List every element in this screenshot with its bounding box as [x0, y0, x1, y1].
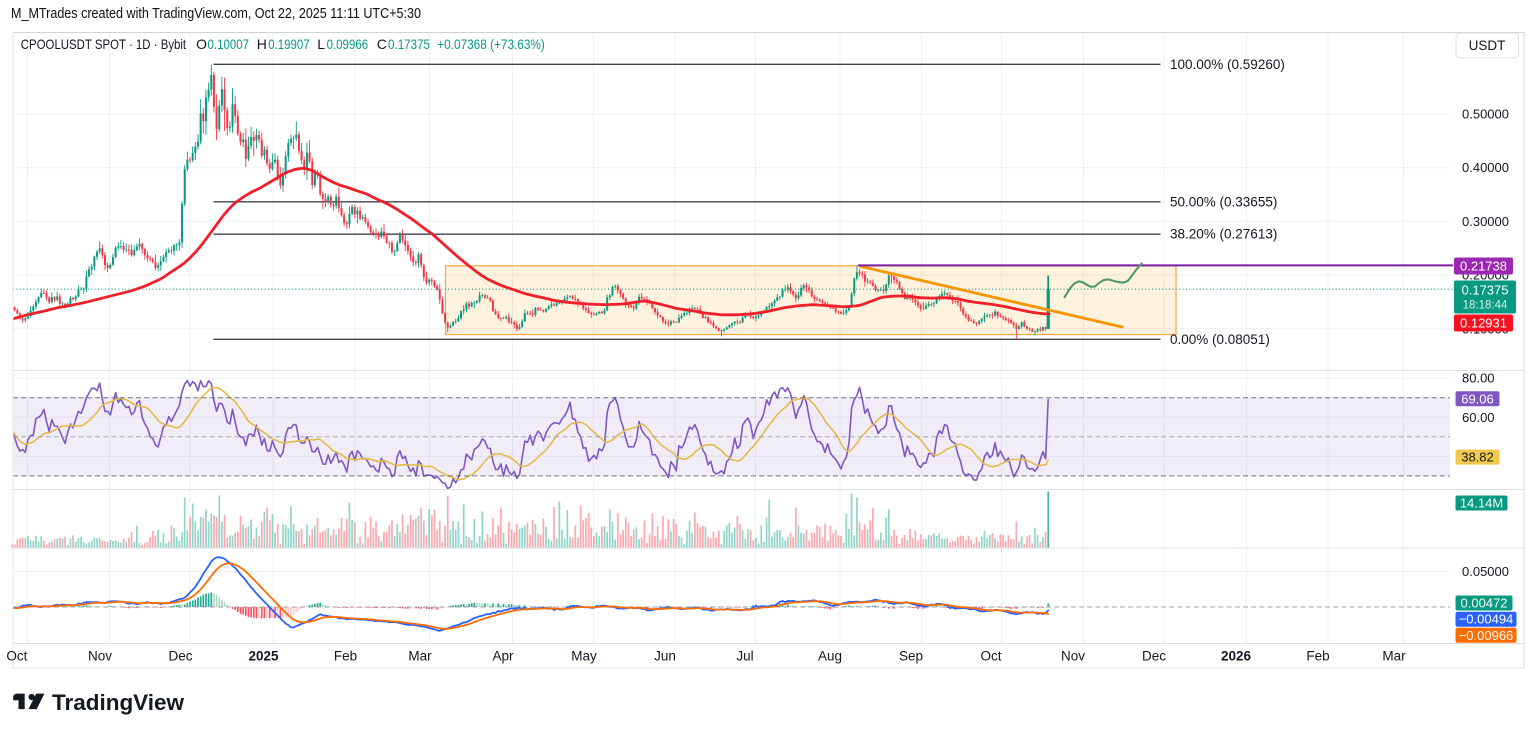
svg-text:0.00472: 0.00472	[1461, 596, 1508, 611]
svg-text:0.00% (0.08051): 0.00% (0.08051)	[1170, 332, 1270, 347]
svg-text:38.20% (0.27613): 38.20% (0.27613)	[1170, 227, 1277, 242]
svg-text:60.00: 60.00	[1462, 410, 1495, 425]
svg-text:0.50000: 0.50000	[1462, 107, 1509, 122]
svg-text:Jun: Jun	[654, 649, 676, 664]
svg-text:69.06: 69.06	[1461, 391, 1494, 406]
svg-text:0.09966: 0.09966	[327, 36, 369, 52]
svg-text:2026: 2026	[1221, 649, 1252, 664]
svg-text:Nov: Nov	[1061, 649, 1085, 664]
svg-text:Feb: Feb	[334, 649, 357, 664]
svg-text:18:18:44: 18:18:44	[1463, 300, 1508, 312]
svg-text:C: C	[377, 36, 387, 52]
svg-text:M_MTrades created with Trading: M_MTrades created with TradingView.com, …	[11, 6, 421, 22]
svg-text:0.12931: 0.12931	[1460, 316, 1507, 331]
svg-text:TradingView: TradingView	[52, 690, 185, 715]
svg-text:0.17375: 0.17375	[1462, 283, 1509, 298]
svg-text:USDT: USDT	[1469, 38, 1506, 53]
svg-text:Feb: Feb	[1306, 649, 1329, 664]
svg-text:100.00% (0.59260): 100.00% (0.59260)	[1170, 57, 1285, 72]
svg-text:Oct: Oct	[980, 649, 1001, 664]
svg-text:0.19907: 0.19907	[268, 36, 310, 52]
svg-text:50.00% (0.33655): 50.00% (0.33655)	[1170, 194, 1277, 209]
svg-text:Jul: Jul	[736, 649, 753, 664]
svg-text:0.10007: 0.10007	[208, 36, 250, 52]
svg-text:−0.00494: −0.00494	[1459, 612, 1514, 627]
svg-text:Sep: Sep	[899, 649, 923, 664]
svg-text:2025: 2025	[248, 649, 279, 664]
svg-text:0.05000: 0.05000	[1462, 564, 1509, 579]
svg-text:Dec: Dec	[168, 649, 192, 664]
svg-text:Nov: Nov	[88, 649, 112, 664]
svg-text:0.17375: 0.17375	[388, 36, 430, 52]
svg-text:0.30000: 0.30000	[1462, 214, 1509, 229]
svg-text:−0.00966: −0.00966	[1459, 628, 1514, 643]
svg-text:0.40000: 0.40000	[1462, 160, 1509, 175]
svg-text:Mar: Mar	[408, 649, 432, 664]
svg-text:O: O	[196, 36, 207, 52]
svg-text:+0.07368 (+73.63%): +0.07368 (+73.63%)	[437, 36, 545, 52]
svg-text:Oct: Oct	[6, 649, 27, 664]
svg-text:38.82: 38.82	[1461, 450, 1494, 465]
svg-text:Aug: Aug	[818, 649, 842, 664]
svg-text:14.14M: 14.14M	[1460, 496, 1503, 511]
svg-text:CPOOLUSDT SPOT · 1D · Bybit: CPOOLUSDT SPOT · 1D · Bybit	[21, 36, 186, 52]
svg-text:H: H	[257, 36, 267, 52]
svg-text:L: L	[317, 36, 325, 52]
svg-text:0.21738: 0.21738	[1460, 259, 1507, 274]
svg-text:May: May	[571, 649, 597, 664]
svg-text:Apr: Apr	[492, 649, 514, 664]
svg-text:80.00: 80.00	[1462, 371, 1495, 386]
svg-text:Mar: Mar	[1382, 649, 1406, 664]
svg-text:Dec: Dec	[1142, 649, 1166, 664]
